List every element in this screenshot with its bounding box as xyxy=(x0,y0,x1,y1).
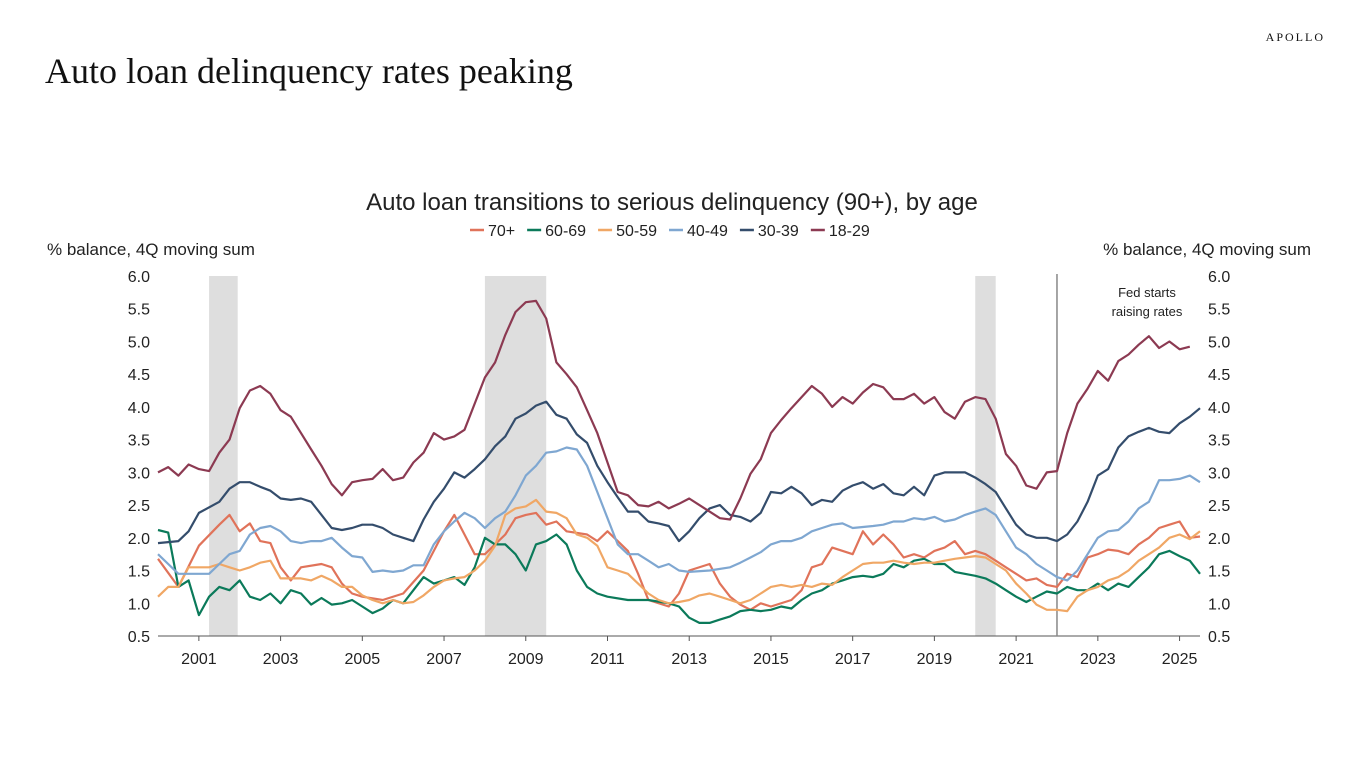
series-lines xyxy=(157,299,1201,624)
series-line-60-69 xyxy=(157,528,1201,624)
x-tick-12: 2025 xyxy=(1162,651,1198,668)
x-tick-1: 2003 xyxy=(263,651,299,668)
y-tick-right-10: 1.0 xyxy=(1208,596,1230,613)
y-tick-left-9: 1.5 xyxy=(128,564,150,581)
y-tick-left-2: 5.0 xyxy=(128,334,150,351)
recession-band-0 xyxy=(209,276,238,636)
series-line-40-49 xyxy=(157,446,1201,582)
chart-title: Auto loan transitions to serious delinqu… xyxy=(366,189,978,216)
recession-bands xyxy=(209,276,996,636)
x-tick-2: 2005 xyxy=(345,651,381,668)
y-tick-left-5: 3.5 xyxy=(128,433,150,450)
y-tick-right-7: 2.5 xyxy=(1208,498,1230,515)
y-tick-right-0: 6.0 xyxy=(1208,269,1230,286)
x-tick-11: 2023 xyxy=(1080,651,1116,668)
legend-label-50-59: 50-59 xyxy=(616,223,657,240)
y-tick-left-7: 2.5 xyxy=(128,498,150,515)
y-tick-right-2: 5.0 xyxy=(1208,334,1230,351)
page-title: Auto loan delinquency rates peaking xyxy=(45,51,573,91)
x-tick-10: 2021 xyxy=(998,651,1034,668)
x-tick-9: 2019 xyxy=(917,651,953,668)
y-axis-label-left: % balance, 4Q moving sum xyxy=(47,240,255,259)
annotation-line-1: Fed starts xyxy=(1118,285,1176,300)
brand-logo: APOLLO xyxy=(1265,30,1325,44)
x-tick-4: 2009 xyxy=(508,651,544,668)
annotation-line-2: raising rates xyxy=(1112,304,1183,319)
y-tick-right-1: 5.5 xyxy=(1208,302,1230,319)
y-tick-right-6: 3.0 xyxy=(1208,465,1230,482)
x-tick-6: 2013 xyxy=(671,651,707,668)
y-tick-left-0: 6.0 xyxy=(128,269,150,286)
y-tick-right-11: 0.5 xyxy=(1208,629,1230,646)
y-tick-right-8: 2.0 xyxy=(1208,531,1230,548)
x-axis: 2001 2003 2005 2007 2009 2011 2013 2015 2017 2019… xyxy=(181,636,1197,668)
y-axis-right: 6.0 5.5 5.0 4.5 4.0 3.5 3.0 2.5 2.0 1.5 1.0 0.5 xyxy=(1208,269,1230,646)
x-tick-8: 2017 xyxy=(835,651,871,668)
y-tick-left-3: 4.5 xyxy=(128,367,150,384)
y-axis-label-right: % balance, 4Q moving sum xyxy=(1103,240,1311,259)
x-tick-0: 2001 xyxy=(181,651,217,668)
y-tick-right-9: 1.5 xyxy=(1208,564,1230,581)
y-axis-left: 6.0 5.5 5.0 4.5 4.0 3.5 3.0 2.5 2.0 1.5 1.0 0.5 xyxy=(128,269,150,646)
y-tick-left-6: 3.0 xyxy=(128,465,150,482)
x-tick-7: 2015 xyxy=(753,651,789,668)
series-line-70+ xyxy=(157,511,1201,611)
legend-label-70+: 70+ xyxy=(488,223,515,240)
recession-band-1 xyxy=(484,276,547,636)
y-tick-right-5: 3.5 xyxy=(1208,433,1230,450)
legend-label-18-29: 18-29 xyxy=(829,223,870,240)
y-tick-left-10: 1.0 xyxy=(128,596,150,613)
series-line-50-59 xyxy=(157,498,1201,613)
legend-label-40-49: 40-49 xyxy=(687,223,728,240)
x-tick-5: 2011 xyxy=(590,651,625,668)
y-tick-right-3: 4.5 xyxy=(1208,367,1230,384)
x-tick-3: 2007 xyxy=(426,651,462,668)
series-line-30-39 xyxy=(157,400,1201,545)
y-tick-right-4: 4.0 xyxy=(1208,400,1230,417)
y-tick-left-1: 5.5 xyxy=(128,302,150,319)
legend: 70+ 60-69 50-59 40-49 30-39 18-29 xyxy=(470,223,870,240)
y-tick-left-8: 2.0 xyxy=(128,531,150,548)
recession-band-2 xyxy=(975,276,996,636)
y-tick-left-4: 4.0 xyxy=(128,400,150,417)
y-tick-left-11: 0.5 xyxy=(128,629,150,646)
legend-label-30-39: 30-39 xyxy=(758,223,799,240)
series-line-18-29 xyxy=(157,299,1191,521)
legend-label-60-69: 60-69 xyxy=(545,223,586,240)
